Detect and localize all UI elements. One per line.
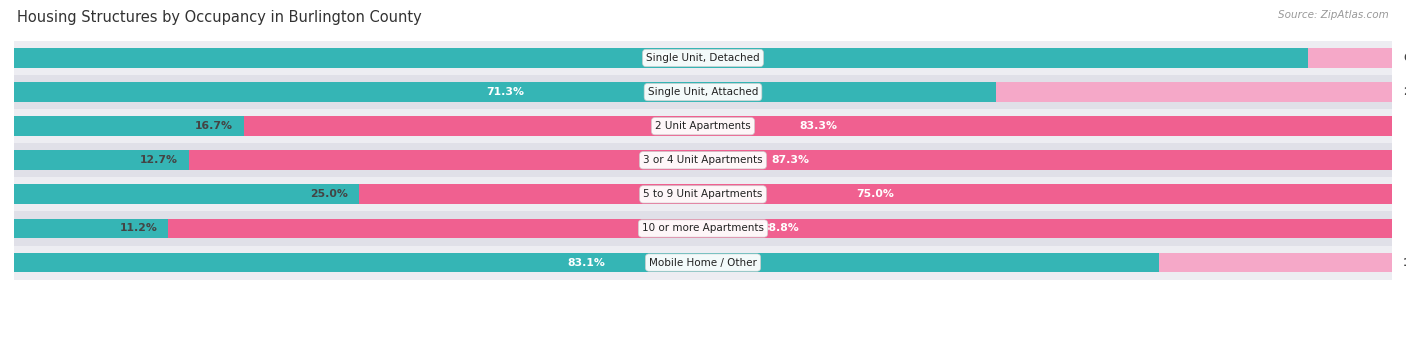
Text: Housing Structures by Occupancy in Burlington County: Housing Structures by Occupancy in Burli… xyxy=(17,10,422,25)
Bar xyxy=(169,219,1392,238)
Bar xyxy=(14,246,1392,280)
Text: Source: ZipAtlas.com: Source: ZipAtlas.com xyxy=(1278,10,1389,20)
Bar xyxy=(997,82,1392,102)
Text: 5 to 9 Unit Apartments: 5 to 9 Unit Apartments xyxy=(644,189,762,199)
Text: 2 Unit Apartments: 2 Unit Apartments xyxy=(655,121,751,131)
Bar xyxy=(14,48,1308,68)
Text: Mobile Home / Other: Mobile Home / Other xyxy=(650,257,756,268)
Bar xyxy=(188,150,1392,170)
Text: 11.2%: 11.2% xyxy=(120,223,157,234)
Bar xyxy=(14,219,169,238)
Text: 83.3%: 83.3% xyxy=(799,121,837,131)
Bar xyxy=(14,41,1392,75)
Bar xyxy=(1159,253,1392,272)
Text: 93.9%: 93.9% xyxy=(643,53,681,63)
Text: Single Unit, Attached: Single Unit, Attached xyxy=(648,87,758,97)
Bar xyxy=(14,253,1159,272)
Bar xyxy=(14,184,359,204)
Text: 3 or 4 Unit Apartments: 3 or 4 Unit Apartments xyxy=(643,155,763,165)
Bar xyxy=(14,82,997,102)
Bar xyxy=(14,177,1392,211)
Text: 71.3%: 71.3% xyxy=(486,87,524,97)
Bar xyxy=(359,184,1392,204)
Text: 12.7%: 12.7% xyxy=(141,155,179,165)
Text: 75.0%: 75.0% xyxy=(856,189,894,199)
Text: 16.7%: 16.7% xyxy=(195,121,233,131)
Bar xyxy=(14,143,1392,177)
Bar xyxy=(14,211,1392,246)
Bar xyxy=(1308,48,1392,68)
Text: 87.3%: 87.3% xyxy=(772,155,810,165)
Bar xyxy=(14,109,1392,143)
Text: 83.1%: 83.1% xyxy=(568,257,606,268)
Text: 25.0%: 25.0% xyxy=(309,189,347,199)
Bar xyxy=(14,75,1392,109)
Text: 28.7%: 28.7% xyxy=(1403,87,1406,97)
Bar xyxy=(14,116,245,136)
Text: 6.1%: 6.1% xyxy=(1403,53,1406,63)
Bar xyxy=(14,150,188,170)
Bar xyxy=(245,116,1392,136)
Text: 88.8%: 88.8% xyxy=(761,223,799,234)
Text: 16.9%: 16.9% xyxy=(1403,257,1406,268)
Text: 10 or more Apartments: 10 or more Apartments xyxy=(643,223,763,234)
Text: Single Unit, Detached: Single Unit, Detached xyxy=(647,53,759,63)
